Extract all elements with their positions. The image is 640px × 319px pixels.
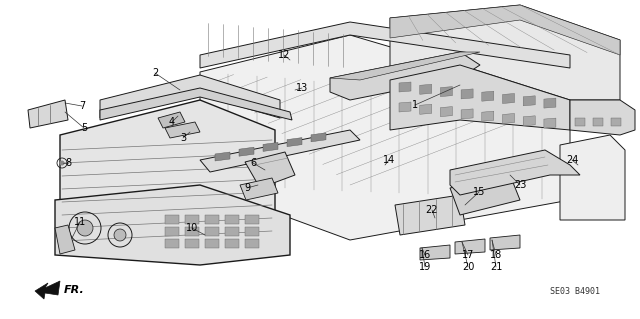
Polygon shape bbox=[544, 98, 556, 108]
Polygon shape bbox=[461, 109, 473, 119]
Polygon shape bbox=[524, 116, 535, 126]
Polygon shape bbox=[593, 118, 603, 126]
Polygon shape bbox=[100, 75, 280, 118]
Polygon shape bbox=[28, 100, 68, 128]
Polygon shape bbox=[263, 142, 278, 152]
Polygon shape bbox=[390, 5, 620, 100]
Polygon shape bbox=[225, 239, 239, 248]
Polygon shape bbox=[524, 96, 535, 106]
Polygon shape bbox=[560, 135, 625, 220]
Text: 24: 24 bbox=[566, 155, 578, 165]
Circle shape bbox=[77, 220, 93, 236]
Circle shape bbox=[114, 229, 126, 241]
Polygon shape bbox=[200, 130, 360, 172]
Polygon shape bbox=[245, 152, 295, 188]
Polygon shape bbox=[311, 133, 326, 142]
Polygon shape bbox=[245, 239, 259, 248]
Text: 15: 15 bbox=[473, 187, 485, 197]
Polygon shape bbox=[575, 118, 585, 126]
Polygon shape bbox=[245, 215, 259, 224]
Text: 1: 1 bbox=[412, 100, 418, 110]
Text: 20: 20 bbox=[462, 262, 474, 272]
Polygon shape bbox=[287, 137, 302, 147]
Text: 22: 22 bbox=[426, 205, 438, 215]
Polygon shape bbox=[420, 104, 432, 114]
Polygon shape bbox=[450, 175, 520, 215]
Polygon shape bbox=[399, 82, 411, 92]
Text: 8: 8 bbox=[65, 158, 71, 168]
Text: 16: 16 bbox=[419, 250, 431, 260]
Text: 6: 6 bbox=[250, 158, 256, 168]
Text: 18: 18 bbox=[490, 250, 502, 260]
Polygon shape bbox=[225, 215, 239, 224]
Text: 2: 2 bbox=[152, 68, 158, 78]
Polygon shape bbox=[239, 147, 254, 156]
Polygon shape bbox=[461, 89, 473, 99]
Polygon shape bbox=[185, 227, 199, 236]
Polygon shape bbox=[205, 215, 219, 224]
Polygon shape bbox=[205, 227, 219, 236]
Polygon shape bbox=[200, 35, 570, 240]
Polygon shape bbox=[611, 118, 621, 126]
Text: FR.: FR. bbox=[64, 285, 84, 295]
Text: 9: 9 bbox=[244, 183, 250, 193]
Polygon shape bbox=[482, 91, 494, 101]
Polygon shape bbox=[55, 225, 75, 254]
Polygon shape bbox=[225, 227, 239, 236]
Polygon shape bbox=[482, 111, 494, 121]
Text: 17: 17 bbox=[462, 250, 474, 260]
Polygon shape bbox=[55, 185, 290, 265]
Polygon shape bbox=[100, 88, 292, 120]
Polygon shape bbox=[544, 118, 556, 128]
Polygon shape bbox=[502, 93, 515, 103]
Polygon shape bbox=[185, 215, 199, 224]
Text: 11: 11 bbox=[74, 217, 86, 227]
Polygon shape bbox=[165, 227, 179, 236]
Polygon shape bbox=[165, 122, 200, 138]
Polygon shape bbox=[450, 150, 580, 195]
Text: 4: 4 bbox=[169, 117, 175, 127]
Polygon shape bbox=[240, 178, 278, 200]
Text: 5: 5 bbox=[81, 123, 87, 133]
Polygon shape bbox=[165, 215, 179, 224]
Circle shape bbox=[60, 160, 65, 166]
Text: 7: 7 bbox=[79, 101, 85, 111]
Polygon shape bbox=[158, 112, 185, 128]
Polygon shape bbox=[440, 86, 452, 97]
Polygon shape bbox=[330, 52, 480, 80]
Text: 13: 13 bbox=[296, 83, 308, 93]
Polygon shape bbox=[200, 22, 570, 68]
Text: 19: 19 bbox=[419, 262, 431, 272]
Polygon shape bbox=[420, 84, 432, 94]
Polygon shape bbox=[185, 239, 199, 248]
Text: 23: 23 bbox=[514, 180, 526, 190]
Polygon shape bbox=[399, 102, 411, 112]
Polygon shape bbox=[245, 227, 259, 236]
Polygon shape bbox=[570, 100, 635, 135]
Polygon shape bbox=[205, 239, 219, 248]
Text: SE03 B4901: SE03 B4901 bbox=[550, 287, 600, 296]
Text: 10: 10 bbox=[186, 223, 198, 233]
Polygon shape bbox=[455, 239, 485, 254]
Polygon shape bbox=[390, 65, 570, 130]
Polygon shape bbox=[35, 281, 60, 299]
Text: 21: 21 bbox=[490, 262, 502, 272]
Text: 3: 3 bbox=[180, 133, 186, 143]
Polygon shape bbox=[60, 100, 275, 260]
Polygon shape bbox=[440, 107, 452, 117]
Text: 12: 12 bbox=[278, 50, 290, 60]
Polygon shape bbox=[165, 239, 179, 248]
Polygon shape bbox=[502, 114, 515, 123]
Polygon shape bbox=[490, 235, 520, 250]
Polygon shape bbox=[390, 5, 620, 55]
Text: 14: 14 bbox=[383, 155, 395, 165]
Polygon shape bbox=[215, 152, 230, 161]
Polygon shape bbox=[330, 52, 480, 100]
Polygon shape bbox=[395, 195, 465, 235]
Polygon shape bbox=[420, 245, 450, 260]
